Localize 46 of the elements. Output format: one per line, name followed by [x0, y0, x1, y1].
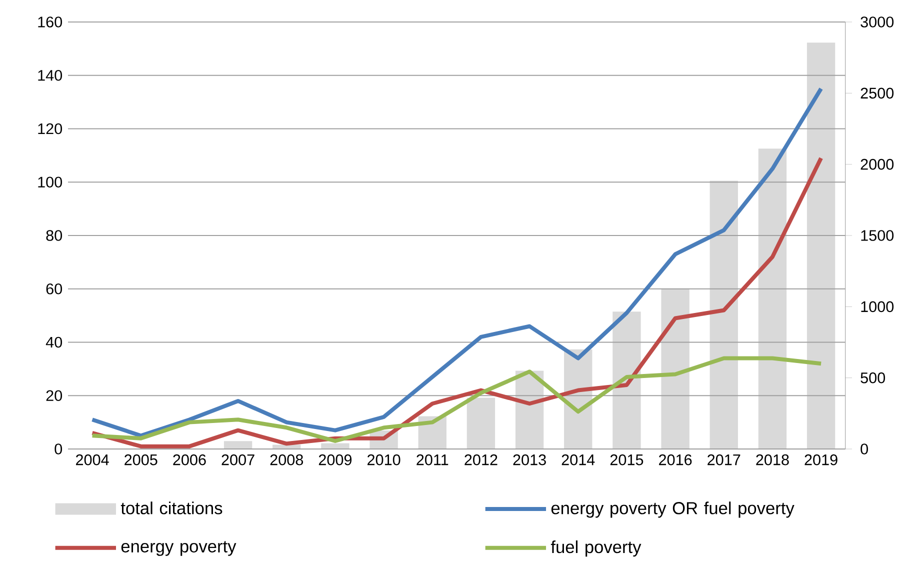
- bar: [224, 441, 252, 449]
- y2-tick-label: 500: [860, 372, 886, 384]
- y2-tick-label: 1500: [861, 230, 894, 241]
- x-tick-label: 2016: [659, 454, 692, 466]
- x-tick-label: 2012: [464, 454, 498, 466]
- bar: [758, 148, 787, 449]
- x-tick-label: 2015: [610, 454, 644, 466]
- bar: [661, 288, 690, 449]
- y-tick-label: 120: [38, 123, 62, 134]
- line-series: [90, 86, 824, 438]
- legend-label: fuel poverty: [550, 540, 642, 557]
- y2-tick-label: 1000: [861, 301, 894, 312]
- y-tick-label: 160: [38, 16, 62, 28]
- y2-tick-label: 3000: [860, 16, 894, 28]
- x-tick-label: 2007: [222, 454, 254, 466]
- y-tick-label: 20: [46, 390, 62, 402]
- x-tick-label: 2017: [708, 454, 740, 466]
- bar: [806, 42, 836, 449]
- y-tick-label: 0: [54, 444, 62, 454]
- y2-tick-label: 0: [860, 444, 868, 454]
- x-tick-label: 2008: [270, 454, 304, 466]
- x-tick-label: 2006: [173, 454, 206, 466]
- x-tick-label: 2018: [756, 454, 789, 466]
- line-series: [90, 156, 824, 448]
- y2-tick-label: 2500: [860, 88, 894, 99]
- y-tick-label: 40: [46, 336, 62, 348]
- y2-tick-label: 2000: [860, 158, 894, 170]
- legend-label: energy poverty: [121, 541, 236, 556]
- x-tick-label: 2019: [804, 454, 838, 466]
- x-tick-label: 2013: [513, 454, 546, 466]
- y-tick-label: 80: [46, 230, 62, 241]
- bar: [710, 180, 738, 449]
- legend-label: total citations: [120, 502, 222, 514]
- y-tick-label: 140: [38, 70, 62, 81]
- x-tick-label: 2004: [76, 454, 109, 466]
- y-tick-label: 100: [38, 176, 62, 188]
- legend-label: energy poverty OR fuel poverty: [551, 502, 794, 518]
- x-tick-label: 2005: [124, 454, 158, 466]
- x-tick-label: 2014: [562, 454, 595, 466]
- x-tick-label: 2009: [318, 454, 352, 466]
- y-tick-label: 60: [46, 283, 62, 294]
- x-tick-label: 2010: [368, 454, 400, 466]
- x-tick-label: 2011: [416, 454, 448, 466]
- line-series: [90, 356, 824, 443]
- bar: [466, 398, 496, 449]
- bar: [612, 312, 641, 449]
